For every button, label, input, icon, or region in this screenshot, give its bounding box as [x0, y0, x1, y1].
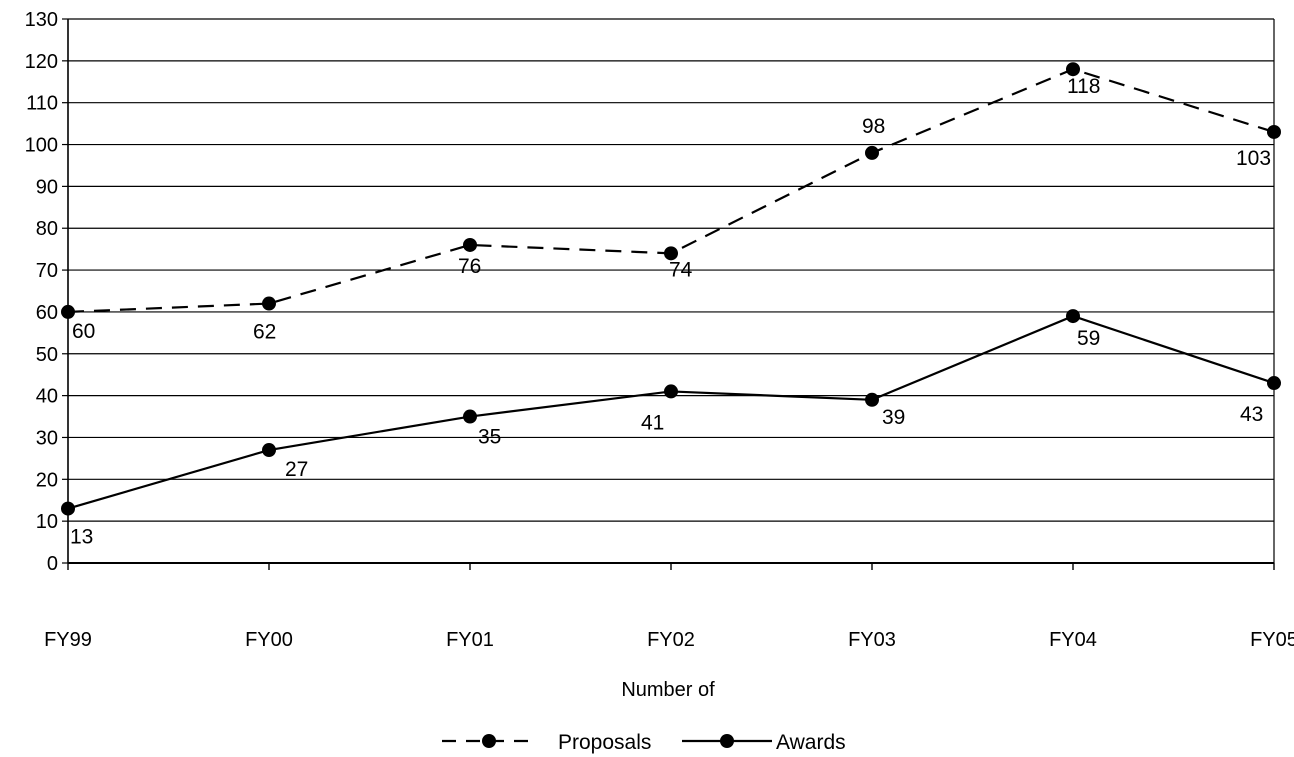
data-label-awards: 35 [478, 426, 501, 449]
y-tick-label: 10 [36, 511, 58, 533]
data-point-proposals [61, 304, 75, 319]
legend-marker-awards [720, 734, 734, 748]
data-point-awards [61, 501, 75, 516]
y-tick-label: 130 [25, 9, 58, 31]
data-point-awards [463, 409, 477, 424]
data-label-proposals: 118 [1067, 75, 1100, 98]
x-axis-title: Number of [621, 679, 715, 701]
y-tick-label: 20 [36, 469, 58, 491]
data-label-proposals: 60 [72, 320, 95, 343]
y-tick-label: 50 [36, 344, 58, 366]
data-point-awards [865, 392, 879, 407]
gridlines [68, 18, 1274, 564]
y-tick-label: 70 [36, 260, 58, 282]
legend-marker-proposals [482, 734, 496, 748]
x-category-label: FY05 [1250, 629, 1294, 651]
data-label-proposals: 76 [458, 255, 481, 278]
y-tick-label: 0 [47, 553, 58, 575]
data-point-proposals [463, 237, 477, 252]
data-labels: 60 62 76 74 98 118 103 13 27 35 41 39 59 43 [70, 75, 1271, 548]
data-point-proposals [865, 145, 879, 160]
y-tick-label: 40 [36, 386, 58, 408]
y-tick-label: 80 [36, 218, 58, 240]
legend: Proposals Awards [442, 731, 846, 754]
data-point-proposals [664, 246, 678, 261]
data-point-proposals [262, 296, 276, 311]
legend-label-proposals: Proposals [558, 731, 651, 754]
x-category-label: FY99 [44, 629, 92, 651]
y-tick-label: 30 [36, 427, 58, 449]
data-label-proposals: 103 [1236, 147, 1271, 170]
x-axis-categories: FY99 FY00 FY01 FY02 FY03 FY04 FY05 [44, 629, 1294, 651]
data-label-awards: 59 [1077, 327, 1100, 350]
data-label-proposals: 98 [862, 115, 885, 138]
legend-label-awards: Awards [776, 731, 846, 754]
data-point-proposals [1267, 124, 1281, 139]
data-point-awards [1267, 376, 1281, 391]
y-tick-label: 100 [25, 135, 58, 157]
x-category-label: FY04 [1049, 629, 1097, 651]
data-label-awards: 27 [285, 458, 308, 481]
y-tick-label: 110 [26, 93, 58, 115]
y-axis-ticks: 0 10 20 30 40 50 60 70 80 90 100 110 120 130 [25, 9, 68, 575]
data-label-awards: 41 [641, 411, 664, 434]
x-category-label: FY03 [848, 629, 896, 651]
data-point-awards [664, 384, 678, 399]
x-category-label: FY00 [245, 629, 293, 651]
data-point-proposals [1066, 62, 1080, 77]
data-label-proposals: 74 [669, 258, 693, 281]
y-tick-label: 60 [36, 302, 58, 324]
x-category-label: FY02 [647, 629, 695, 651]
data-label-awards: 13 [70, 526, 93, 549]
data-point-awards [262, 443, 276, 458]
data-label-proposals: 62 [253, 321, 276, 344]
data-point-awards [1066, 309, 1080, 324]
data-label-awards: 43 [1240, 403, 1263, 426]
axes [67, 19, 1275, 570]
y-tick-label: 120 [25, 51, 58, 73]
x-category-label: FY01 [446, 629, 494, 651]
y-tick-label: 90 [36, 176, 58, 198]
data-label-awards: 39 [882, 406, 905, 429]
series-layer [61, 62, 1281, 516]
